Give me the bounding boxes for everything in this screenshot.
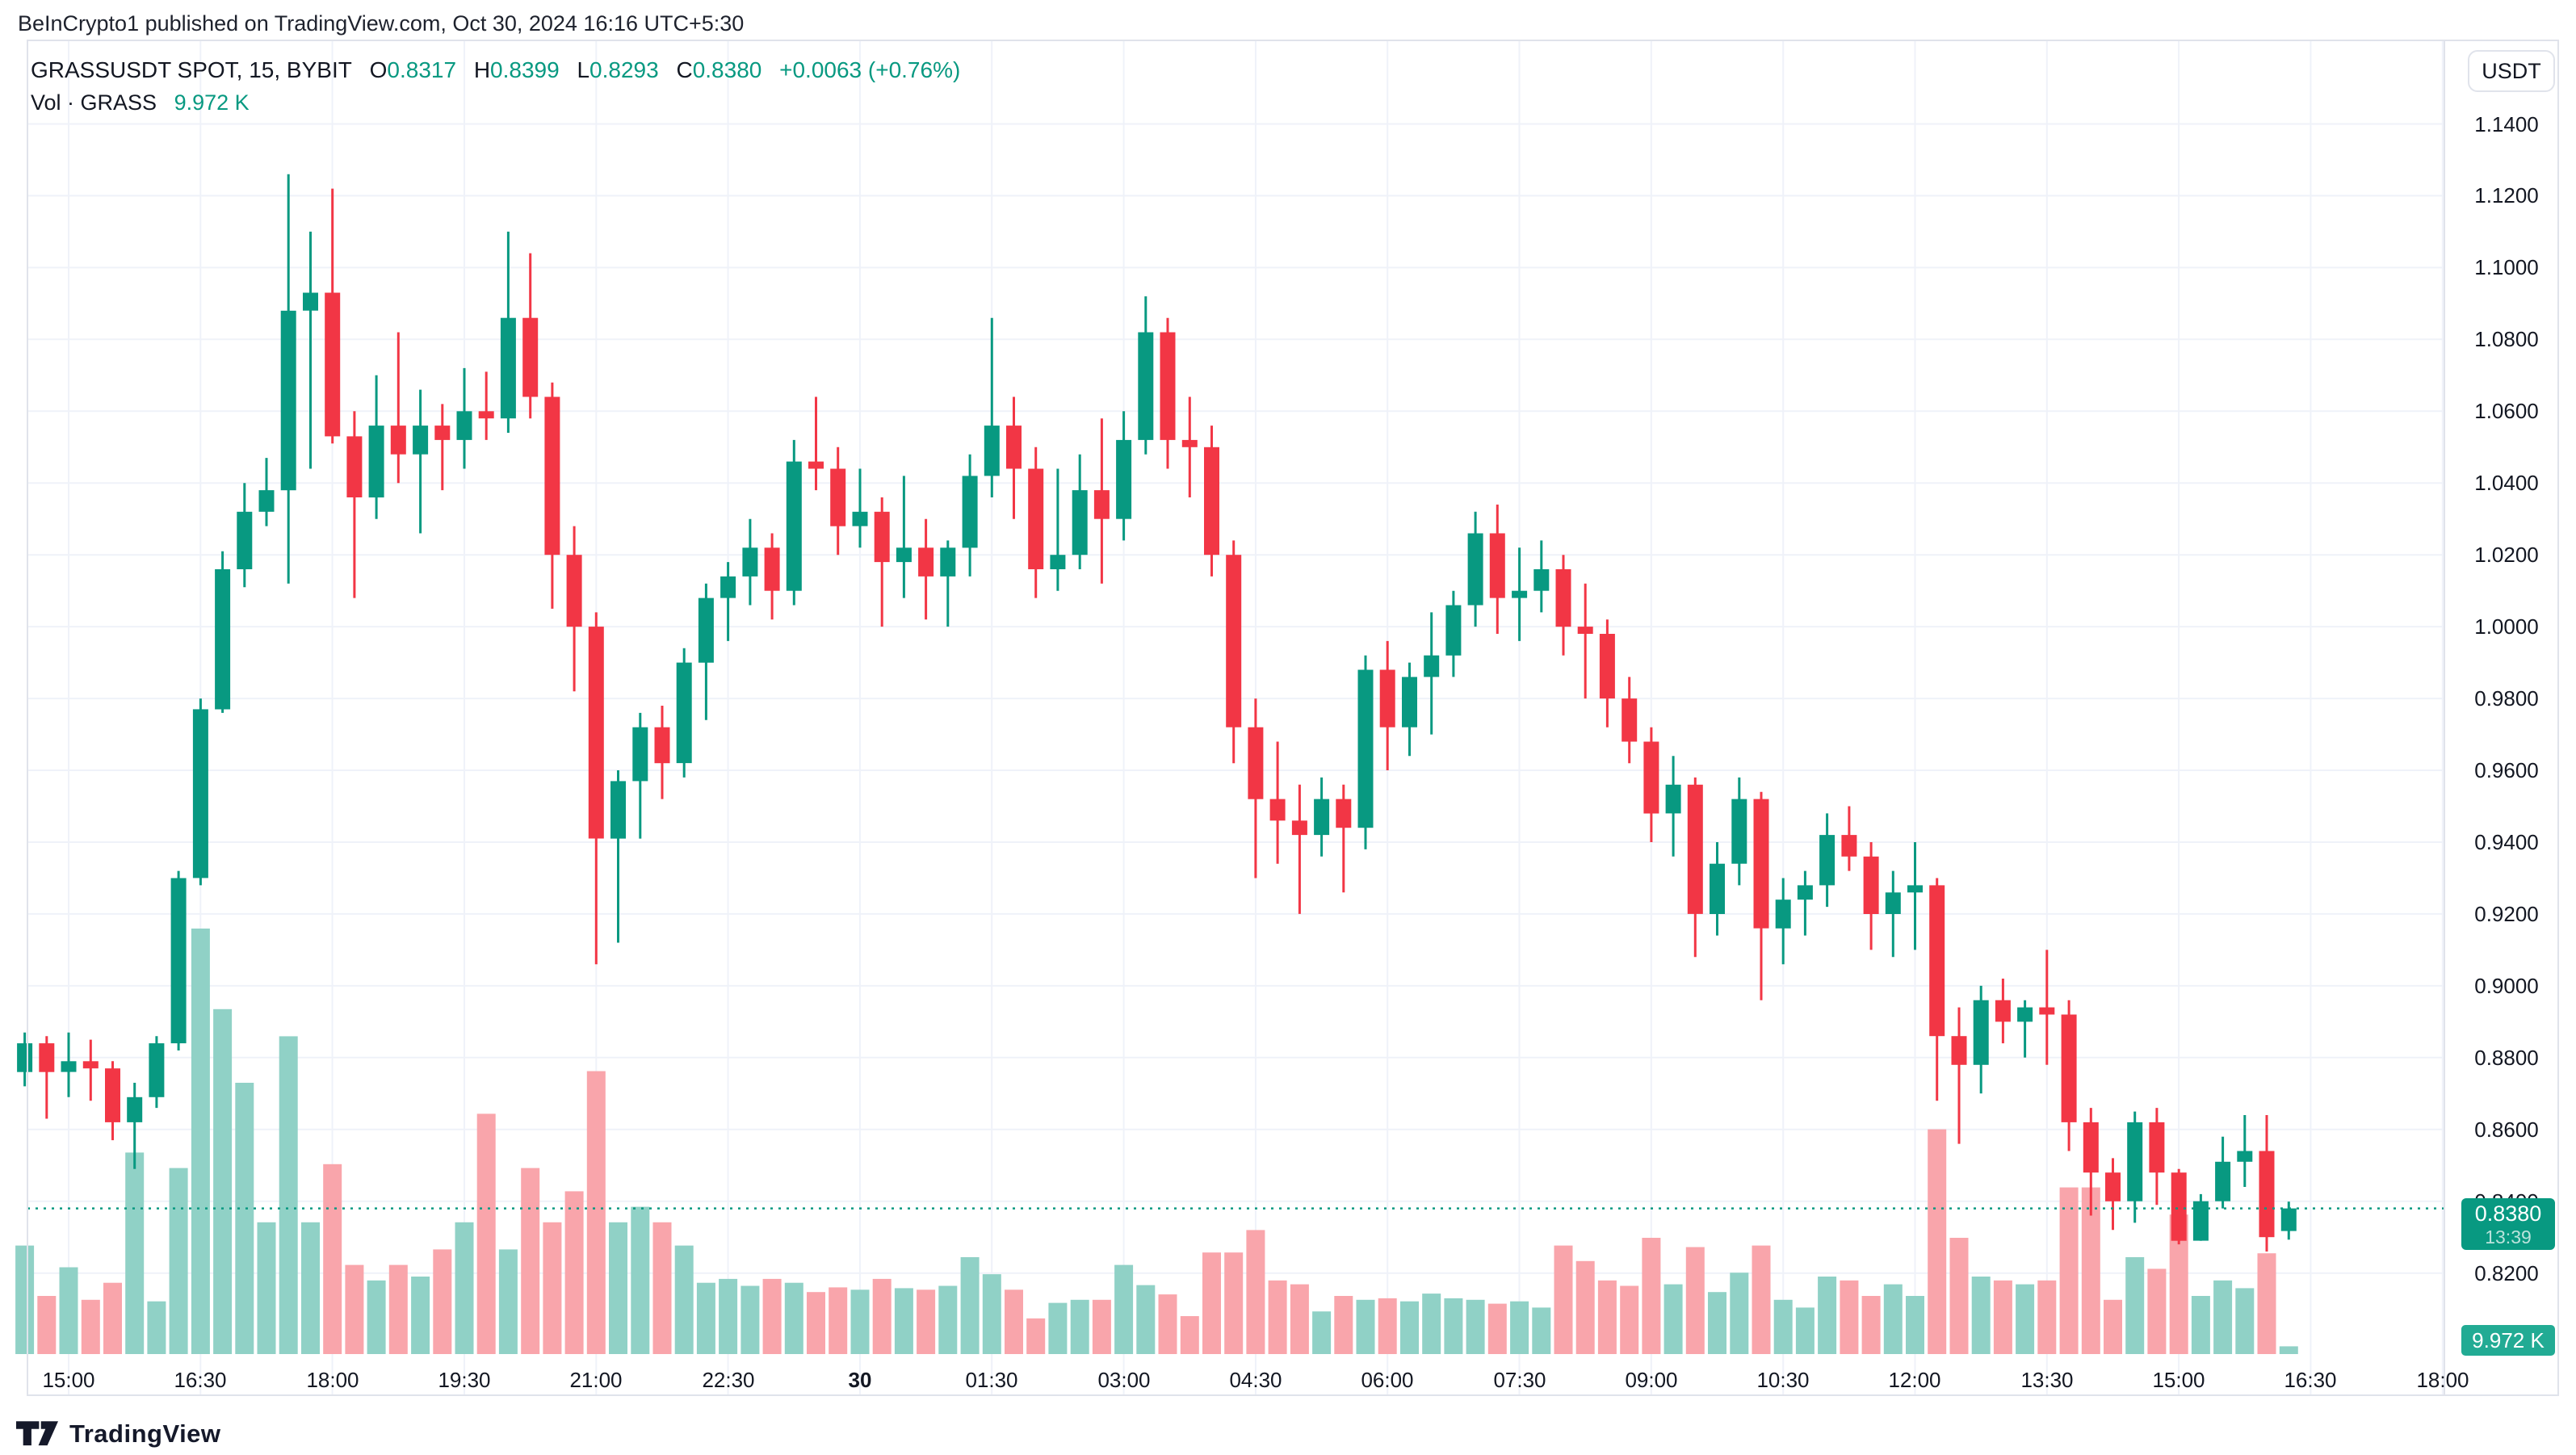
price-axis-label: 0.8800: [2474, 1046, 2539, 1070]
price-axis-label: 1.1400: [2474, 112, 2539, 136]
time-axis-label: 30: [848, 1368, 872, 1392]
time-axis-label: 22:30: [702, 1368, 755, 1392]
price-axis-label: 1.1200: [2474, 183, 2539, 208]
time-axis-label: 21:00: [569, 1368, 623, 1392]
last-price-badge: 0.8380 13:39: [2461, 1198, 2555, 1250]
symbol-title: GRASSUSDT SPOT, 15, BYBIT: [31, 57, 352, 82]
price-axis-label: 0.9400: [2474, 830, 2539, 854]
time-axis-label: 13:30: [2020, 1368, 2074, 1392]
price-axis-label: 1.1000: [2474, 255, 2539, 279]
high-label: H: [473, 57, 491, 82]
open-label: O: [369, 57, 388, 82]
low-value: 0.8293: [589, 57, 659, 82]
time-axis-label: 16:30: [174, 1368, 227, 1392]
price-axis-label: 0.9000: [2474, 974, 2539, 998]
volume-badge: 9.972 K: [2461, 1325, 2555, 1356]
price-axis-label: 1.0800: [2474, 327, 2539, 351]
time-axis-label: 19:30: [438, 1368, 491, 1392]
time-axis-label: 03:00: [1097, 1368, 1151, 1392]
volume-value: 9.972 K: [174, 90, 250, 115]
time-axis-label: 06:00: [1361, 1368, 1414, 1392]
price-axis-label: 1.0000: [2474, 614, 2539, 639]
price-axis-label: 1.0600: [2474, 399, 2539, 423]
publish-header: BeInCrypto1 published on TradingView.com…: [18, 11, 745, 36]
time-axis-label: 10:30: [1756, 1368, 1810, 1392]
price-axis-label: 0.9600: [2474, 758, 2539, 782]
time-axis-label: 15:00: [42, 1368, 95, 1392]
price-axis-label: 1.0200: [2474, 543, 2539, 567]
chart-frame: [27, 40, 2559, 1396]
legend-volume-row: Vol · GRASS 9.972 K: [31, 89, 960, 116]
time-axis-label: 15:00: [2152, 1368, 2205, 1392]
bar-countdown: 13:39: [2485, 1226, 2532, 1247]
price-axis-label: 0.8600: [2474, 1117, 2539, 1142]
low-label: L: [577, 57, 590, 82]
tradingview-logo[interactable]: TradingView: [16, 1419, 221, 1449]
chart-legend: GRASSUSDT SPOT, 15, BYBIT O0.8317 H0.839…: [31, 57, 960, 116]
time-axis-label: 07:30: [1493, 1368, 1546, 1392]
volume-label: Vol · GRASS: [31, 90, 157, 115]
close-label: C: [676, 57, 693, 82]
price-axis-label: 0.9800: [2474, 686, 2539, 711]
time-axis-label: 09:00: [1625, 1368, 1678, 1392]
time-axis-label: 18:00: [2416, 1368, 2469, 1392]
candlestick-series: [17, 174, 2297, 1252]
high-value: 0.8399: [490, 57, 560, 82]
price-axis-label: 1.0400: [2474, 471, 2539, 495]
time-axis-label: 04:30: [1229, 1368, 1282, 1392]
legend-symbol-row: GRASSUSDT SPOT, 15, BYBIT O0.8317 H0.839…: [31, 57, 960, 84]
change-value: +0.0063 (+0.76%): [779, 57, 961, 82]
time-axis-label: 01:30: [965, 1368, 1018, 1392]
close-value: 0.8380: [692, 57, 762, 82]
time-axis-label: 12:00: [1888, 1368, 1941, 1392]
tradingview-logo-icon: [16, 1421, 58, 1446]
price-axis-label: 0.9200: [2474, 902, 2539, 926]
currency-button[interactable]: USDT: [2468, 50, 2555, 92]
open-value: 0.8317: [387, 57, 457, 82]
volume-series: [15, 929, 2298, 1354]
time-axis-label: 18:00: [306, 1368, 359, 1392]
price-axis-label: 0.8200: [2474, 1261, 2539, 1285]
last-price-value: 0.8380: [2474, 1201, 2542, 1226]
time-axis-label: 16:30: [2284, 1368, 2337, 1392]
tradingview-wordmark: TradingView: [69, 1419, 221, 1448]
